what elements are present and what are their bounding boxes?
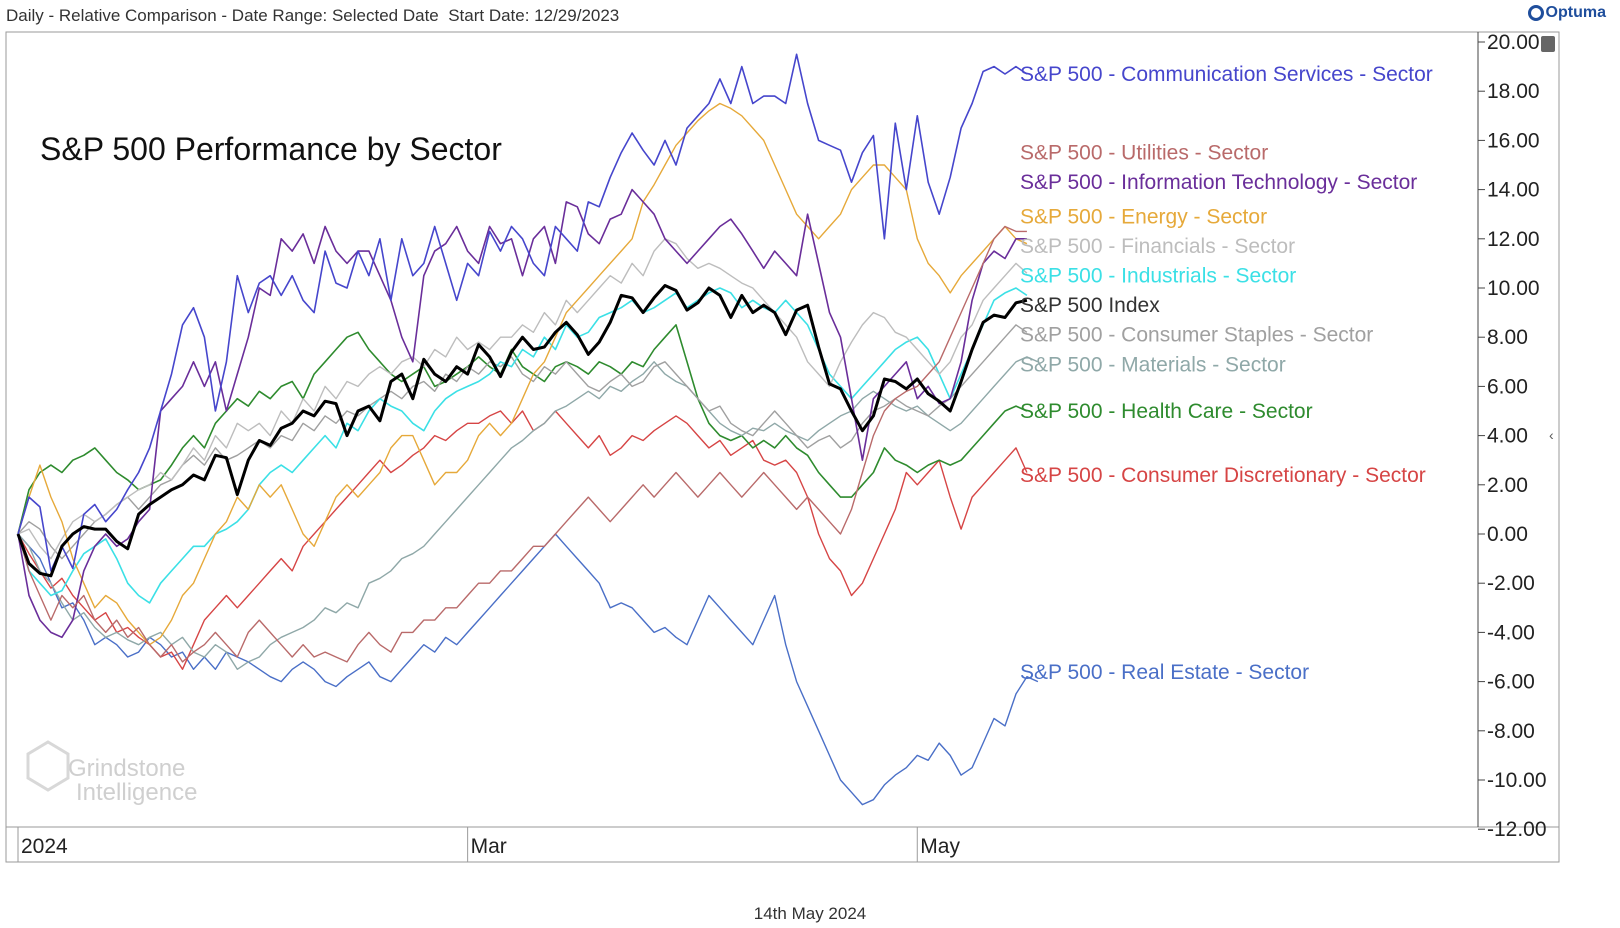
x-tick-label: 2024 bbox=[21, 835, 68, 858]
y-tick-label: 4.00 bbox=[1487, 425, 1528, 448]
series-line-11 bbox=[17, 533, 1039, 806]
series-label-2: S&P 500 - Information Technology - Secto… bbox=[1020, 171, 1417, 194]
footer-date: 14th May 2024 bbox=[753, 904, 867, 923]
optuma-logo-icon bbox=[1527, 5, 1544, 21]
y-tick-label: 18.00 bbox=[1487, 80, 1540, 103]
series-label-11: S&P 500 - Real Estate - Sector bbox=[1020, 661, 1309, 684]
collapse-arrow-icon[interactable]: ‹ bbox=[1549, 427, 1554, 443]
series-line-1 bbox=[17, 225, 1027, 663]
series-labels: S&P 500 - Communication Services - Secto… bbox=[1020, 63, 1433, 684]
series-label-5: S&P 500 - Industrials - Sector bbox=[1020, 265, 1296, 288]
chart-header: Daily - Relative Comparison - Date Range… bbox=[6, 6, 620, 25]
series-line-4 bbox=[17, 238, 1028, 560]
y-tick-label: -4.00 bbox=[1487, 621, 1535, 644]
y-tick-label: 8.00 bbox=[1487, 326, 1528, 349]
series-line-3 bbox=[17, 102, 1028, 646]
y-tick-label: -8.00 bbox=[1487, 720, 1535, 743]
y-tick-label: 20.00 bbox=[1487, 31, 1540, 54]
series-line-6 bbox=[16, 284, 1028, 578]
chart-title: S&P 500 Performance by Sector bbox=[40, 131, 502, 167]
y-axis: -12.00 -10.00 -8.00 -6.00 -4.00 -2.00 0.00 2.00… bbox=[1478, 31, 1547, 841]
y-tick-label: 6.00 bbox=[1487, 375, 1528, 398]
series-line-9 bbox=[17, 324, 1028, 535]
series-label-0: S&P 500 - Communication Services - Secto… bbox=[1020, 63, 1433, 86]
series-line-0 bbox=[17, 53, 1028, 572]
y-tick-label: -12.00 bbox=[1487, 818, 1547, 841]
series-label-7: S&P 500 - Consumer Staples - Sector bbox=[1020, 324, 1373, 347]
series-line-2 bbox=[17, 188, 1027, 639]
series-line-7 bbox=[17, 324, 1028, 560]
y-tick-label: 2.00 bbox=[1487, 474, 1528, 497]
series-line-10 bbox=[17, 410, 1028, 670]
y-tick-label: 12.00 bbox=[1487, 228, 1540, 251]
series-label-9: S&P 500 - Health Care - Sector bbox=[1020, 400, 1313, 423]
watermark-logo-icon bbox=[26, 740, 70, 792]
series-label-4: S&P 500 - Financials - Sector bbox=[1020, 235, 1295, 258]
x-tick-label: Mar bbox=[471, 835, 507, 858]
series-label-3: S&P 500 - Energy - Sector bbox=[1020, 206, 1267, 229]
x-axis: 2024 Mar May bbox=[17, 827, 960, 862]
y-tick-label: 14.00 bbox=[1487, 179, 1540, 202]
series-line-5 bbox=[17, 287, 1028, 604]
series-line-8 bbox=[17, 356, 1039, 670]
watermark-line1: Grindstone bbox=[68, 755, 185, 782]
watermark-line2: Intelligence bbox=[76, 779, 197, 806]
x-tick-label: May bbox=[920, 835, 960, 858]
y-tick-label: 0.00 bbox=[1487, 523, 1528, 546]
lock-icon[interactable] bbox=[1541, 36, 1555, 52]
logo-text: Optuma bbox=[1545, 4, 1606, 21]
chart-frame bbox=[5, 31, 1560, 863]
y-tick-label: 16.00 bbox=[1487, 129, 1540, 152]
y-tick-label: -10.00 bbox=[1487, 769, 1547, 792]
y-tick-label: -6.00 bbox=[1487, 671, 1535, 694]
optuma-logo: Optuma bbox=[1527, 4, 1606, 22]
series-lines bbox=[16, 53, 1039, 806]
series-label-6: S&P 500 Index bbox=[1020, 294, 1160, 317]
y-tick-label: -2.00 bbox=[1487, 572, 1535, 595]
series-label-10: S&P 500 - Consumer Discretionary - Secto… bbox=[1020, 464, 1426, 487]
series-label-8: S&P 500 - Materials - Sector bbox=[1020, 353, 1286, 376]
series-label-1: S&P 500 - Utilities - Sector bbox=[1020, 142, 1268, 165]
y-tick-label: 10.00 bbox=[1487, 277, 1540, 300]
